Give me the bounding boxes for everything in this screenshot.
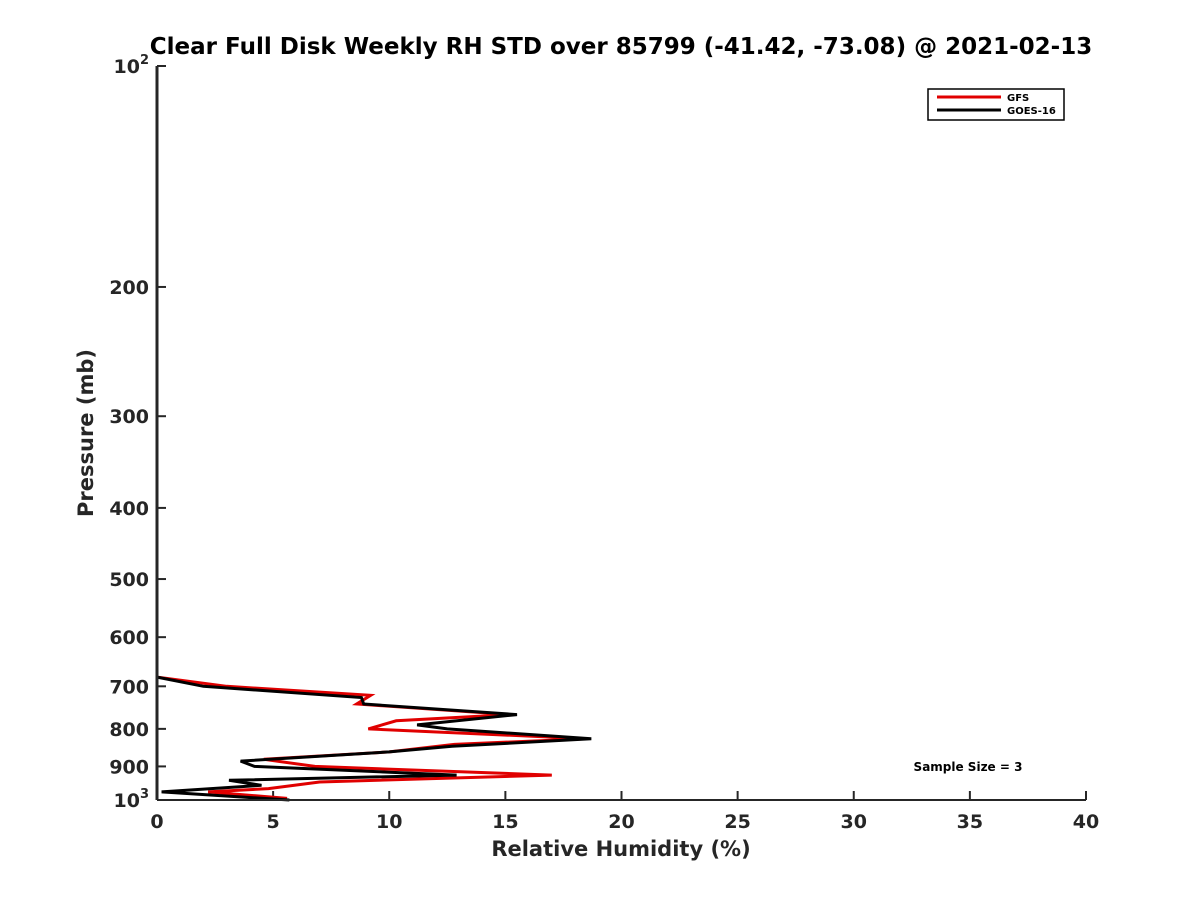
legend-label-gfs: GFS [1007, 93, 1029, 104]
x-axis-ticks: 0 5 10 15 20 25 30 35 40 [150, 791, 1099, 833]
sample-size-annotation: Sample Size = 3 [914, 760, 1023, 774]
x-tick-label: 30 [841, 811, 867, 833]
x-tick-label: 20 [608, 811, 634, 833]
y-tick-label: 200 [109, 277, 149, 299]
y-tick-exponent: 3 [140, 787, 149, 802]
plot-series [155, 66, 592, 802]
y-tick-label: 102 [114, 53, 150, 78]
chart-title: Clear Full Disk Weekly RH STD over 85799… [150, 34, 1092, 60]
y-tick-label: 800 [109, 719, 149, 741]
y-tick-exponent: 2 [140, 53, 149, 68]
y-tick-label: 300 [109, 406, 149, 428]
y-tick-base: 10 [114, 56, 140, 78]
y-tick-label: 400 [109, 498, 149, 520]
x-tick-label: 0 [150, 811, 163, 833]
y-tick-label: 500 [109, 569, 149, 591]
x-tick-label: 25 [724, 811, 750, 833]
y-tick-label: 700 [109, 676, 149, 698]
y-tick-label: 900 [109, 756, 149, 778]
x-tick-label: 15 [492, 811, 518, 833]
x-axis-label: Relative Humidity (%) [491, 837, 750, 861]
x-tick-label: 35 [957, 811, 983, 833]
legend-box [927, 88, 1065, 121]
x-tick-label: 5 [267, 811, 280, 833]
legend-label-goes16: GOES-16 [1007, 106, 1056, 117]
y-tick-label: 600 [109, 627, 149, 649]
y-tick-label: 103 [114, 787, 150, 812]
x-tick-label: 10 [376, 811, 402, 833]
series-line-goes16 [155, 66, 592, 802]
y-axis-label: Pressure (mb) [74, 349, 98, 517]
legend: GFS GOES-16 [927, 88, 1065, 121]
x-tick-label: 40 [1073, 811, 1099, 833]
y-tick-base: 10 [114, 790, 140, 812]
